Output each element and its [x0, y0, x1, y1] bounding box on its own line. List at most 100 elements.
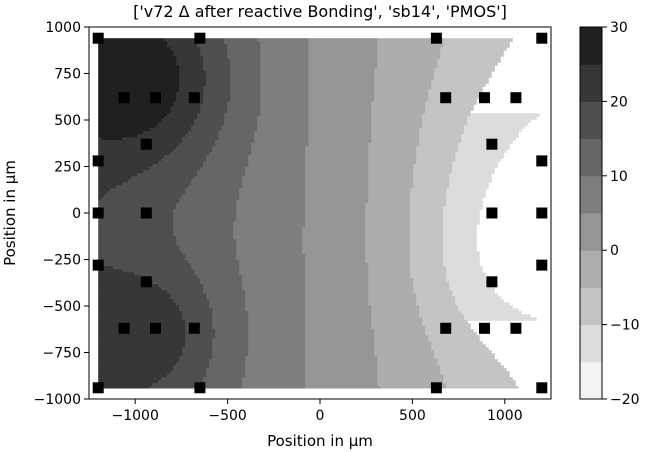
contour-cell	[308, 86, 375, 90]
contour-cell	[305, 254, 366, 258]
colorbar-band	[580, 250, 602, 288]
contour-cell	[308, 113, 372, 117]
contour-cell	[197, 41, 225, 45]
contour-cell	[98, 149, 174, 153]
measurement-marker	[140, 276, 152, 288]
contour-cell	[440, 50, 504, 54]
contour-cell	[260, 110, 309, 114]
contour-cell	[98, 374, 168, 378]
contour-cell	[302, 248, 366, 252]
contour-cell	[254, 140, 309, 144]
contour-cell	[188, 185, 243, 189]
contour-cell	[260, 47, 309, 51]
contour-cell	[308, 89, 375, 93]
chart-title: ['v72 Δ after reactive Bonding', 'sb14',…	[133, 2, 507, 21]
contour-cell	[368, 272, 411, 276]
contour-cell	[302, 242, 366, 246]
colorbar-tick-label: −20	[610, 392, 640, 408]
contour-cell	[443, 227, 477, 231]
contour-cell	[419, 137, 462, 141]
contour-cell	[368, 182, 414, 186]
contour-cell	[368, 299, 417, 303]
contour-cell	[179, 356, 213, 360]
contour-cell	[176, 242, 237, 246]
measurement-marker	[536, 207, 548, 219]
contour-cell	[260, 80, 309, 84]
contour-cell	[305, 278, 369, 282]
contour-cell	[179, 245, 237, 249]
contour-cell	[410, 194, 447, 198]
contour-cell	[185, 335, 216, 339]
contour-cell	[260, 113, 309, 117]
contour-cell	[452, 161, 498, 165]
contour-cell	[305, 368, 378, 372]
contour-cell	[305, 161, 369, 165]
contour-cell	[464, 131, 519, 135]
contour-cell	[98, 323, 186, 327]
contour-cell	[179, 68, 204, 72]
contour-cell	[182, 350, 213, 354]
contour-cell	[305, 305, 372, 309]
contour-cell	[455, 155, 504, 159]
contour-cell	[308, 77, 375, 81]
contour-cell	[245, 293, 306, 297]
contour-cell	[248, 344, 306, 348]
contour-cell	[449, 281, 489, 285]
contour-cell	[443, 380, 516, 384]
contour-cell	[248, 161, 306, 165]
contour-cell	[377, 47, 441, 51]
contour-cell	[413, 164, 453, 168]
contour-cell	[455, 299, 504, 303]
contour-cell	[416, 161, 453, 165]
contour-cell	[98, 281, 153, 285]
contour-cell	[368, 170, 414, 174]
contour-cell	[410, 275, 447, 279]
contour-cell	[365, 257, 411, 261]
contour-cell	[206, 77, 231, 81]
measurement-marker	[92, 259, 104, 271]
contour-cell	[419, 314, 465, 318]
contour-cell	[176, 302, 210, 306]
contour-cell	[254, 137, 309, 141]
contour-cell	[182, 251, 237, 255]
contour-cell	[203, 59, 231, 63]
contour-cell	[368, 176, 414, 180]
contour-cell	[251, 149, 306, 153]
contour-cell	[200, 110, 228, 114]
contour-cell	[203, 101, 228, 105]
contour-cell	[176, 236, 234, 240]
contour-cell	[152, 383, 201, 387]
contour-cell	[368, 281, 414, 285]
contour-cell	[209, 359, 246, 363]
x-tick-label: 500	[399, 408, 426, 424]
contour-cell	[434, 356, 495, 360]
contour-cell	[98, 326, 186, 330]
contour-cell	[437, 362, 501, 366]
contour-cell	[206, 371, 246, 375]
contour-cell	[419, 140, 462, 144]
contour-cell	[215, 143, 252, 147]
contour-cell	[260, 50, 309, 54]
contour-cell	[206, 293, 246, 297]
contour-cell	[455, 158, 501, 162]
contour-cell	[308, 104, 372, 108]
contour-cell	[98, 380, 159, 384]
contour-cell	[212, 341, 249, 345]
contour-cell	[179, 80, 207, 84]
contour-cell	[179, 86, 204, 90]
contour-cell	[416, 146, 459, 150]
contour-cell	[98, 44, 168, 48]
contour-cell	[98, 269, 123, 273]
contour-cell	[143, 131, 189, 135]
contour-cell	[98, 68, 180, 72]
contour-cell	[413, 182, 450, 186]
contour-cell	[215, 140, 255, 144]
contour-cell	[374, 338, 429, 342]
contour-cell	[305, 386, 381, 389]
contour-cell	[236, 245, 303, 249]
contour-cell	[260, 59, 309, 63]
contour-cell	[230, 65, 261, 69]
contour-cell	[368, 200, 411, 204]
contour-cell	[308, 137, 372, 141]
contour-cell	[170, 107, 201, 111]
